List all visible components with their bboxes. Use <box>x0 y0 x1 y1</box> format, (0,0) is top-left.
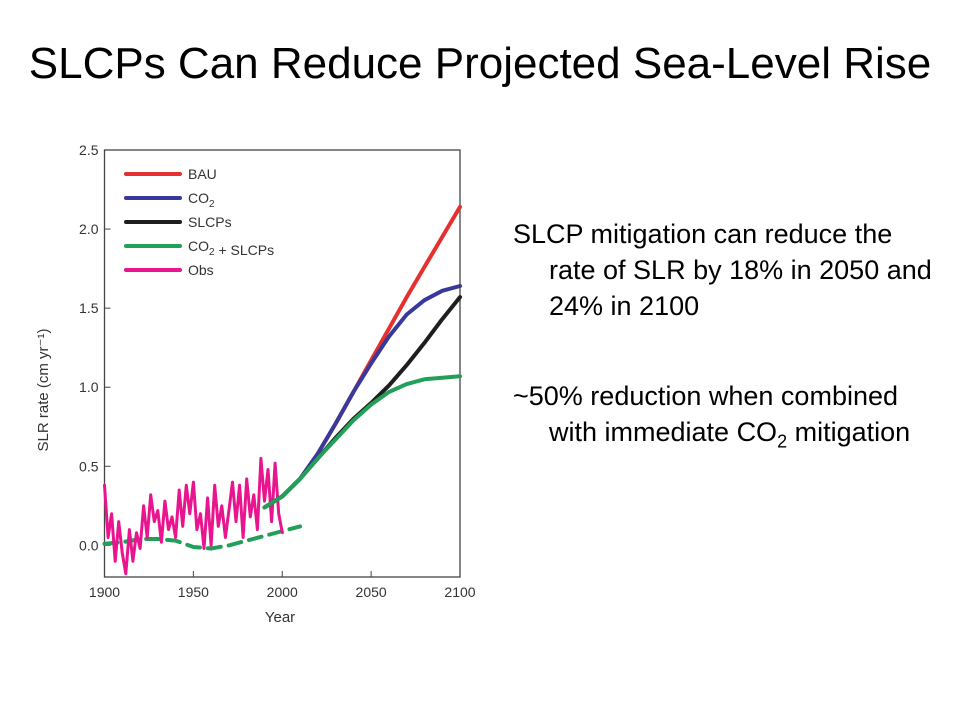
bullet-list: SLCP mitigation can reduce the rate of S… <box>513 216 933 450</box>
slide-title: SLCPs Can Reduce Projected Sea-Level Ris… <box>28 39 932 88</box>
legend-label: CO2 <box>188 190 215 210</box>
bullet-item: ~50% reduction when combined with immedi… <box>513 378 933 450</box>
subscript: 2 <box>777 431 788 452</box>
x-tick-label: 2100 <box>444 584 475 600</box>
x-axis-ticks: 1900 1950 2000 2050 2100 <box>89 571 476 600</box>
y-tick-label: 2.5 <box>79 142 99 158</box>
y-tick-label: 1.0 <box>79 379 99 395</box>
x-tick-label: 1900 <box>89 584 120 600</box>
legend-label: Obs <box>188 262 214 278</box>
bullet-text: ~50% reduction when combined with immedi… <box>513 381 899 447</box>
series-line-obs <box>103 456 284 576</box>
x-tick-label: 2000 <box>267 584 298 600</box>
series-lines <box>102 204 462 576</box>
y-tick-label: 1.5 <box>79 300 99 316</box>
series-line-co2-slcps <box>262 374 462 510</box>
bullet-item: SLCP mitigation can reduce the rate of S… <box>513 219 932 321</box>
y-tick-label: 0.0 <box>79 537 99 553</box>
y-tick-label: 2.0 <box>79 221 99 237</box>
y-axis-ticks: 0.0 0.5 1.0 1.5 2.0 2.5 <box>79 142 111 553</box>
chart-legend: BAU CO2 SLCPs CO2 + SLCPs Obs <box>124 166 274 278</box>
y-tick-label: 0.5 <box>79 458 99 474</box>
x-tick-label: 2050 <box>356 584 387 600</box>
x-tick-label: 1950 <box>178 584 209 600</box>
legend-label: CO2 + SLCPs <box>188 238 274 258</box>
slr-rate-chart: 0.00.51.01.52.02.5 1900 1950 2000 2050 2100 … <box>35 142 476 626</box>
y-axis-label: SLR rate (cm yr⁻¹) <box>35 329 52 452</box>
bullet-tail: mitigation <box>787 417 911 447</box>
x-axis-label: Year <box>265 609 295 626</box>
legend-label: BAU <box>188 166 217 182</box>
legend-label: SLCPs <box>188 214 232 230</box>
